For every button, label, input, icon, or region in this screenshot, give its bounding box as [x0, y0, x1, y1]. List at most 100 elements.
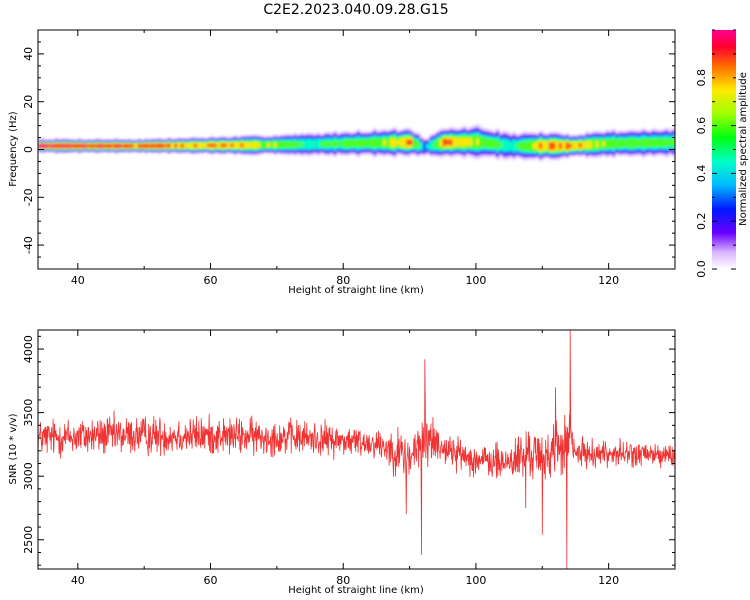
colorbar: 0.0 0.2 0.4 0.6 0.8 Normalized spectral ampl… — [695, 29, 749, 278]
spectrogram-cell — [326, 141, 331, 147]
spectrogram-cell — [67, 144, 72, 148]
spectrogram-cell — [485, 138, 490, 149]
spectrogram-cell — [459, 137, 464, 147]
spectrogram-cell — [117, 144, 122, 148]
spectrogram-cell — [114, 143, 119, 149]
spectrogram-cell — [406, 139, 411, 146]
spectrogram-cell — [343, 139, 348, 148]
colorbar-tick-label: 0.8 — [695, 69, 708, 87]
spectrogram-cell — [635, 139, 640, 147]
spectrogram-cell — [187, 142, 192, 149]
spectrogram-cell — [482, 137, 487, 148]
spectrogram-cell — [628, 138, 633, 149]
spectrogram-cell — [57, 143, 62, 149]
spectrogram-cell — [426, 144, 430, 149]
spectrogram-cell — [641, 137, 646, 149]
spectrogram-cell — [535, 142, 540, 150]
spectrogram-cell — [120, 144, 125, 148]
spectrogram-cell — [439, 139, 444, 147]
spectrogram-cell — [217, 142, 221, 149]
spectrogram-cell — [456, 137, 460, 147]
spectrogram-cell — [588, 141, 593, 149]
spectrogram-cell — [519, 141, 523, 150]
spectrogram-cell — [558, 142, 563, 149]
spectrogram-cell — [97, 144, 102, 148]
spectrogram-cell — [585, 141, 590, 149]
spectrogram-cell — [167, 143, 172, 149]
spectrogram-cell — [376, 138, 381, 148]
spectrogram-cell — [61, 144, 66, 148]
spectrogram-cell — [310, 139, 314, 150]
spectrogram-cell — [283, 141, 288, 148]
spectrogram-cell — [230, 143, 235, 147]
spectrogram-cell — [200, 142, 205, 149]
spectrogram-cell — [489, 138, 494, 149]
spectrogram-cell — [130, 144, 135, 148]
spectrogram-cell — [625, 139, 630, 147]
spectrogram-cell — [253, 141, 258, 149]
spectrogram-xtick-label: 40 — [71, 274, 85, 287]
spectrogram-cell — [462, 137, 467, 147]
spectrogram-cell — [611, 137, 616, 150]
spectrogram-cell — [134, 143, 139, 149]
spectrogram-cell — [429, 140, 434, 151]
snr-ytick-label: 3500 — [22, 399, 35, 427]
spectrogram-cell — [190, 142, 195, 149]
spectrogram-cell — [402, 137, 407, 148]
spectrogram-cell — [542, 141, 547, 151]
colorbar-tick-label: 0.4 — [695, 165, 708, 183]
spectrogram-cell — [296, 142, 301, 147]
spectrogram-cell — [164, 144, 168, 148]
spectrogram-cell — [290, 141, 294, 148]
spectrogram-cell — [529, 140, 533, 152]
spectrogram-cell — [502, 138, 507, 152]
spectrogram-cell — [615, 139, 620, 148]
spectrogram-cell — [243, 142, 248, 148]
spectrogram-frame — [37, 29, 676, 270]
snr-xtick-label: 100 — [465, 574, 486, 587]
spectrogram-ytick-label: -20 — [22, 188, 35, 206]
spectrogram-cell — [432, 141, 437, 148]
spectrogram-cell — [64, 143, 69, 149]
spectrogram-cell — [515, 143, 520, 149]
snr-frame — [37, 329, 676, 570]
spectrogram-cell — [383, 140, 387, 146]
snr-xlabel: Height of straight line (km) — [288, 585, 424, 596]
spectrogram-cell — [512, 139, 517, 152]
spectrogram-cell — [233, 142, 238, 149]
spectrogram-cell — [346, 139, 351, 148]
spectrogram-cell — [329, 141, 334, 146]
spectrogram-cell — [602, 141, 606, 147]
spectrogram-cell — [170, 143, 175, 149]
spectrogram-cell — [356, 139, 361, 148]
figure-title: C2E2.2023.040.09.28.G15 — [263, 2, 448, 18]
spectrogram-xtick-label: 60 — [204, 274, 218, 287]
spectrogram-cell — [396, 140, 401, 145]
spectrogram-cell — [339, 141, 344, 146]
spectrogram-cell — [479, 136, 484, 149]
spectrogram-cell — [140, 144, 145, 148]
colorbar-tick-label: 0.0 — [695, 260, 708, 278]
spectrogram-cell — [442, 138, 447, 147]
spectrogram-cell — [379, 138, 384, 148]
spectrogram-cell — [645, 138, 649, 147]
spectrogram-cell — [333, 139, 338, 148]
spectrogram-cell — [548, 142, 553, 150]
spectrogram-cell — [303, 139, 308, 150]
spectrogram-cell — [525, 141, 530, 151]
spectrogram-cell — [203, 142, 208, 149]
spectrogram-cell — [177, 142, 182, 149]
spectrogram-cell — [465, 137, 470, 147]
snr-ylabel: SNR (10 * v/v) — [8, 413, 19, 484]
spectrogram-cell — [107, 143, 112, 149]
spectrogram-cell — [237, 142, 241, 149]
spectrogram-cell — [180, 143, 185, 148]
spectrogram-cell — [150, 143, 155, 149]
spectrogram-cell — [207, 143, 212, 148]
spectrogram-cell — [668, 138, 673, 147]
spectrogram-cell — [104, 144, 109, 148]
spectrogram-cell — [147, 144, 152, 148]
spectrogram-cell — [101, 143, 105, 148]
spectrogram-cell — [409, 139, 414, 145]
